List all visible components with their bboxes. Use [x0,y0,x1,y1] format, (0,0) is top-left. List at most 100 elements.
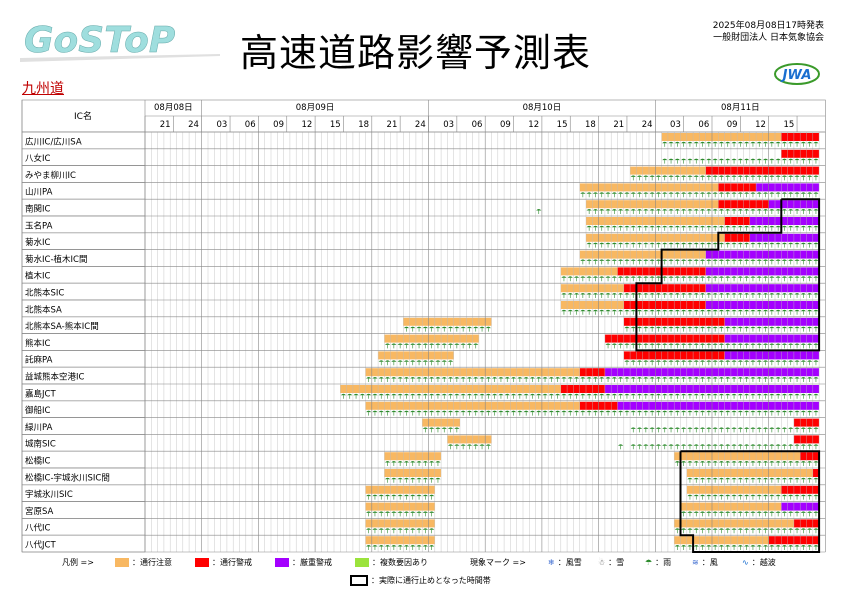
legend-caution: ：通行注意 [115,557,172,568]
umbrella-icon [403,343,410,349]
umbrella-icon [630,427,636,433]
umbrella-icon [737,528,743,534]
umbrella-icon [731,444,737,450]
ic-name: 菊水IC [25,237,51,248]
gostop-logo: GoSToP [20,20,220,62]
umbrella-icon [422,494,428,500]
umbrella-icon [649,192,655,198]
umbrella-icon [807,293,813,298]
umbrella-icon [737,377,743,382]
ic-name: 山川PA [25,187,53,198]
umbrella-icon [744,410,750,416]
umbrella-icon [807,225,813,231]
umbrella-icon [681,528,687,534]
umbrella-icon [429,477,435,483]
umbrella-icon [681,377,687,382]
umbrella-icon [750,528,756,534]
umbrella-icon [592,225,599,231]
umbrella-icon [731,410,737,416]
route-name: 九州道 [22,81,64,97]
umbrella-icon [762,444,769,450]
umbrella-icon [794,545,800,550]
umbrella-icon [794,259,800,265]
umbrella-icon [460,343,466,349]
umbrella-icon [643,360,649,366]
umbrella-icon [649,242,655,248]
umbrella-icon [429,528,435,534]
umbrella-icon [750,326,756,332]
umbrella-icon [756,192,762,198]
umbrella-icon [536,209,542,214]
umbrella-icon [712,158,718,164]
umbrella-icon [340,393,347,399]
umbrella-icon [435,326,441,332]
umbrella-icon [744,545,750,550]
umbrella-icon [744,158,750,164]
umbrella-icon [536,393,542,399]
umbrella-icon [687,209,693,214]
umbrella-icon [813,511,819,517]
umbrella-icon [555,377,561,382]
umbrella-icon [668,175,674,181]
umbrella-icon [630,175,636,181]
umbrella-icon [592,192,599,198]
umbrella-icon [693,545,699,550]
umbrella-icon [744,309,750,315]
hour-label: 21 [160,120,171,130]
umbrella-icon [542,393,548,399]
umbrella-icon [674,326,680,332]
umbrella-icon [624,360,630,366]
umbrella-icon [807,545,813,550]
umbrella-icon [630,276,636,282]
umbrella-icon [706,494,712,500]
umbrella-icon [788,528,794,534]
umbrella-icon [655,377,662,382]
umbrella-icon [605,293,611,298]
umbrella-icon [586,209,592,214]
umbrella-icon [756,494,762,500]
umbrella-icon [762,461,769,466]
umbrella-icon [706,545,712,550]
umbrella-icon [756,461,762,466]
umbrella-icon [636,225,643,231]
umbrella-icon [580,393,586,399]
umbrella-icon [699,377,706,382]
umbrella-icon [718,242,725,248]
umbrella-icon [756,276,762,282]
umbrella-icon [762,309,769,315]
umbrella-icon [372,545,378,550]
umbrella-icon [655,242,662,248]
umbrella-icon [731,528,737,534]
umbrella-icon [630,192,636,198]
umbrella-icon [731,545,737,550]
umbrella-icon [712,242,718,248]
umbrella-icon [712,259,718,265]
umbrella-icon [567,293,573,298]
umbrella-icon [447,326,454,332]
umbrella-icon [605,242,611,248]
umbrella-icon [655,326,662,332]
umbrella-icon [737,141,743,147]
umbrella-icon [567,393,573,399]
umbrella-icon [769,326,775,332]
umbrella-icon [775,477,781,483]
umbrella-icon [788,141,794,147]
umbrella-icon [605,410,611,416]
umbrella-icon [756,293,762,298]
umbrella-icon [391,477,397,483]
svg-text:GoSToP: GoSToP [24,20,175,61]
umbrella-icon [567,377,573,382]
umbrella-icon [630,326,636,332]
umbrella-icon [681,309,687,315]
umbrella-icon [498,410,504,416]
umbrella-icon [624,259,630,265]
umbrella-icon [813,377,819,382]
umbrella-icon [605,276,611,282]
umbrella-icon [794,209,800,214]
umbrella-icon [813,444,819,450]
umbrella-icon [460,377,466,382]
umbrella-icon [794,309,800,315]
umbrella-icon [813,360,819,366]
umbrella-icon [668,393,674,399]
umbrella-icon [410,326,416,332]
